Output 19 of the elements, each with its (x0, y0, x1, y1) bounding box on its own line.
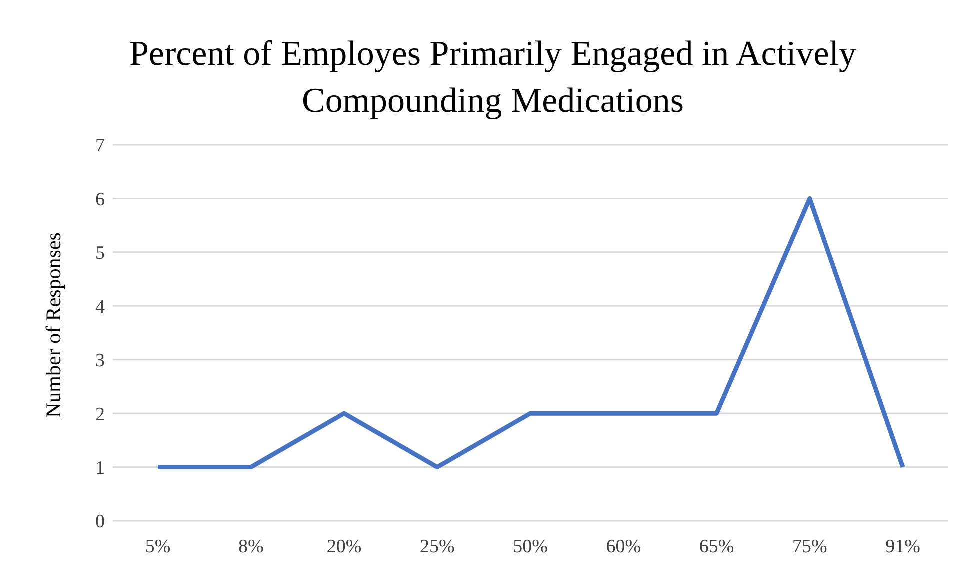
y-tick-label: 0 (96, 512, 105, 533)
x-tick-label: 5% (145, 536, 171, 558)
x-tick-label: 8% (238, 536, 264, 558)
x-tick-label: 75% (792, 536, 828, 558)
x-tick-label: 50% (513, 536, 548, 558)
y-tick-label: 5 (96, 243, 105, 264)
y-tick-label: 2 (96, 404, 105, 426)
y-tick-label: 6 (96, 189, 105, 210)
y-tick-label: 7 (96, 136, 105, 157)
y-tick-label: 3 (96, 350, 105, 372)
y-axis-title: Number of Responses (41, 232, 66, 418)
x-tick-label: 20% (326, 536, 362, 558)
x-tick-label: 65% (699, 536, 734, 558)
y-tick-label: 4 (96, 296, 106, 318)
x-tick-label: 91% (886, 536, 921, 558)
y-tick-label: 1 (96, 458, 105, 480)
chart-title: Percent of Employes Primarily Engaged in Actively Compounding Medications (128, 33, 858, 122)
x-tick-label: 25% (420, 536, 455, 558)
x-tick-label: 60% (606, 536, 642, 558)
